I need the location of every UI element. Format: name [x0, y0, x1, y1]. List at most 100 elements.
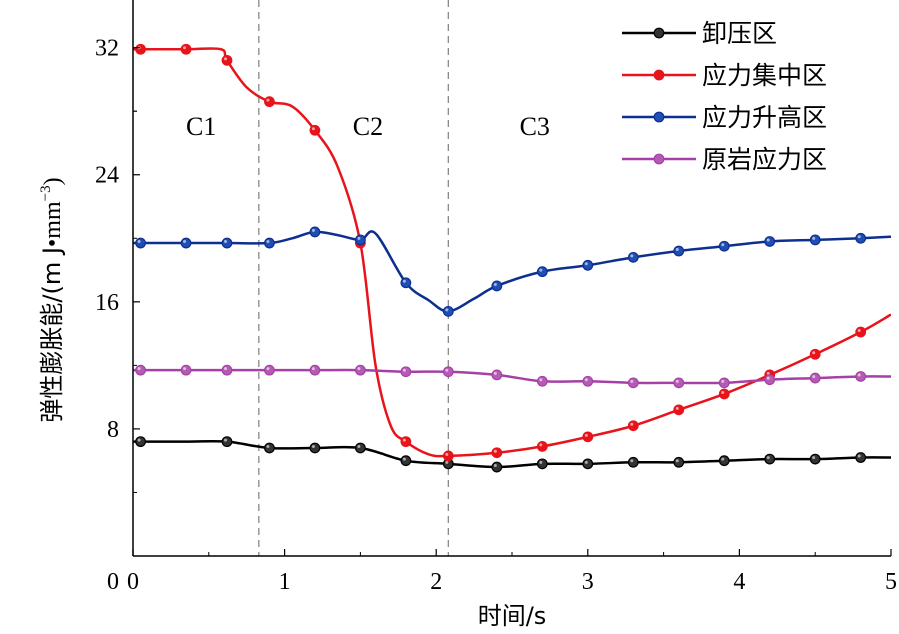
series-point: [673, 404, 685, 416]
series-point: [627, 420, 639, 432]
series-point-highlight: [137, 438, 141, 442]
series-point-highlight: [311, 367, 315, 371]
series-point-highlight: [584, 378, 588, 382]
x-tick-label: 4: [733, 569, 745, 595]
series-point: [673, 377, 685, 389]
x-tick-label: 2: [430, 569, 442, 595]
series-point: [355, 234, 366, 246]
series-point-highlight: [721, 243, 725, 247]
series-point-highlight: [223, 438, 227, 442]
legend-label: 应力集中区: [702, 61, 827, 90]
series-point: [264, 237, 275, 249]
series-point: [809, 372, 821, 384]
series-point: [673, 456, 685, 468]
legend-marker: [653, 153, 665, 165]
series-point: [718, 455, 730, 467]
series-point-highlight: [630, 254, 634, 258]
stage-label: C2: [353, 112, 383, 141]
series-point-highlight: [137, 240, 141, 244]
series-point-highlight: [311, 444, 315, 448]
legend-label: 原岩应力区: [702, 145, 827, 174]
series-point-highlight: [357, 444, 361, 448]
series-point: [400, 455, 412, 467]
series-point: [264, 96, 275, 108]
series-point: [221, 54, 233, 66]
series-point: [264, 442, 275, 454]
series-point-highlight: [402, 279, 406, 283]
series-point: [355, 442, 366, 454]
series-point: [718, 377, 730, 389]
series-point-highlight: [539, 460, 543, 464]
series-point-highlight: [357, 236, 361, 240]
stage-dividers: [258, 0, 449, 556]
x-tick-label: 3: [582, 569, 594, 595]
series-point: [135, 43, 146, 55]
series-point: [764, 236, 776, 247]
stage-label: C3: [520, 112, 550, 141]
series-point: [221, 237, 233, 249]
series-point: [442, 450, 454, 462]
series-point-highlight: [766, 371, 770, 375]
x-tick-label: 5: [885, 569, 897, 595]
series-point: [309, 226, 321, 238]
series-markers: [135, 43, 867, 473]
series-point-highlight: [812, 456, 816, 460]
series-point: [180, 364, 192, 376]
series-line: [133, 230, 891, 313]
series-point: [809, 453, 821, 465]
series-point-highlight: [266, 444, 270, 448]
series-point-highlight: [630, 459, 634, 463]
series-point-highlight: [812, 375, 816, 379]
series-point-highlight: [493, 464, 497, 468]
legend-marker: [653, 111, 665, 123]
series-point-highlight: [223, 367, 227, 371]
series-point: [764, 453, 776, 465]
series-point-highlight: [721, 457, 725, 461]
series-point-highlight: [812, 351, 816, 355]
series-point: [627, 456, 639, 468]
series-point: [491, 280, 503, 292]
series-point-highlight: [266, 367, 270, 371]
series-point: [582, 431, 594, 443]
series-point: [309, 124, 321, 136]
ticks: 0 1 2 3 4 5 8 16 24 32 0: [95, 36, 897, 595]
series-point: [221, 364, 233, 376]
series-point: [582, 259, 594, 271]
series-point: [627, 251, 639, 263]
series-point-highlight: [445, 308, 449, 312]
series-point: [491, 369, 503, 381]
series-point-highlight: [630, 379, 634, 383]
y-tick-label: 8: [107, 417, 119, 443]
series-point-highlight: [445, 460, 449, 464]
series-point-highlight: [675, 379, 679, 383]
series-point-highlight: [445, 368, 449, 372]
series-point-highlight: [675, 247, 679, 251]
stage-label: C1: [186, 112, 216, 141]
series-line: [133, 439, 891, 469]
series-point: [442, 305, 454, 317]
series-point: [221, 436, 233, 448]
series-point-highlight: [223, 57, 227, 61]
series-point: [764, 374, 776, 386]
series-point: [135, 364, 146, 376]
series-point-highlight: [721, 390, 725, 394]
series-point-highlight: [857, 373, 861, 377]
series-point: [718, 240, 730, 252]
series-point: [855, 452, 867, 463]
series-point: [400, 366, 412, 378]
series-point: [180, 43, 192, 55]
series-point-highlight: [493, 449, 497, 453]
series-point: [264, 364, 275, 376]
series-point: [536, 440, 548, 452]
y-axis-label: 弹性膨胀能/(m J•mm−3): [38, 177, 66, 422]
series-point-highlight: [183, 367, 187, 371]
series-point-highlight: [584, 262, 588, 266]
series-point-highlight: [766, 238, 770, 242]
series-point: [180, 237, 192, 249]
series-point: [809, 234, 821, 246]
series-point-highlight: [766, 376, 770, 380]
series-point-highlight: [183, 46, 187, 50]
legend-label: 卸压区: [702, 19, 777, 48]
